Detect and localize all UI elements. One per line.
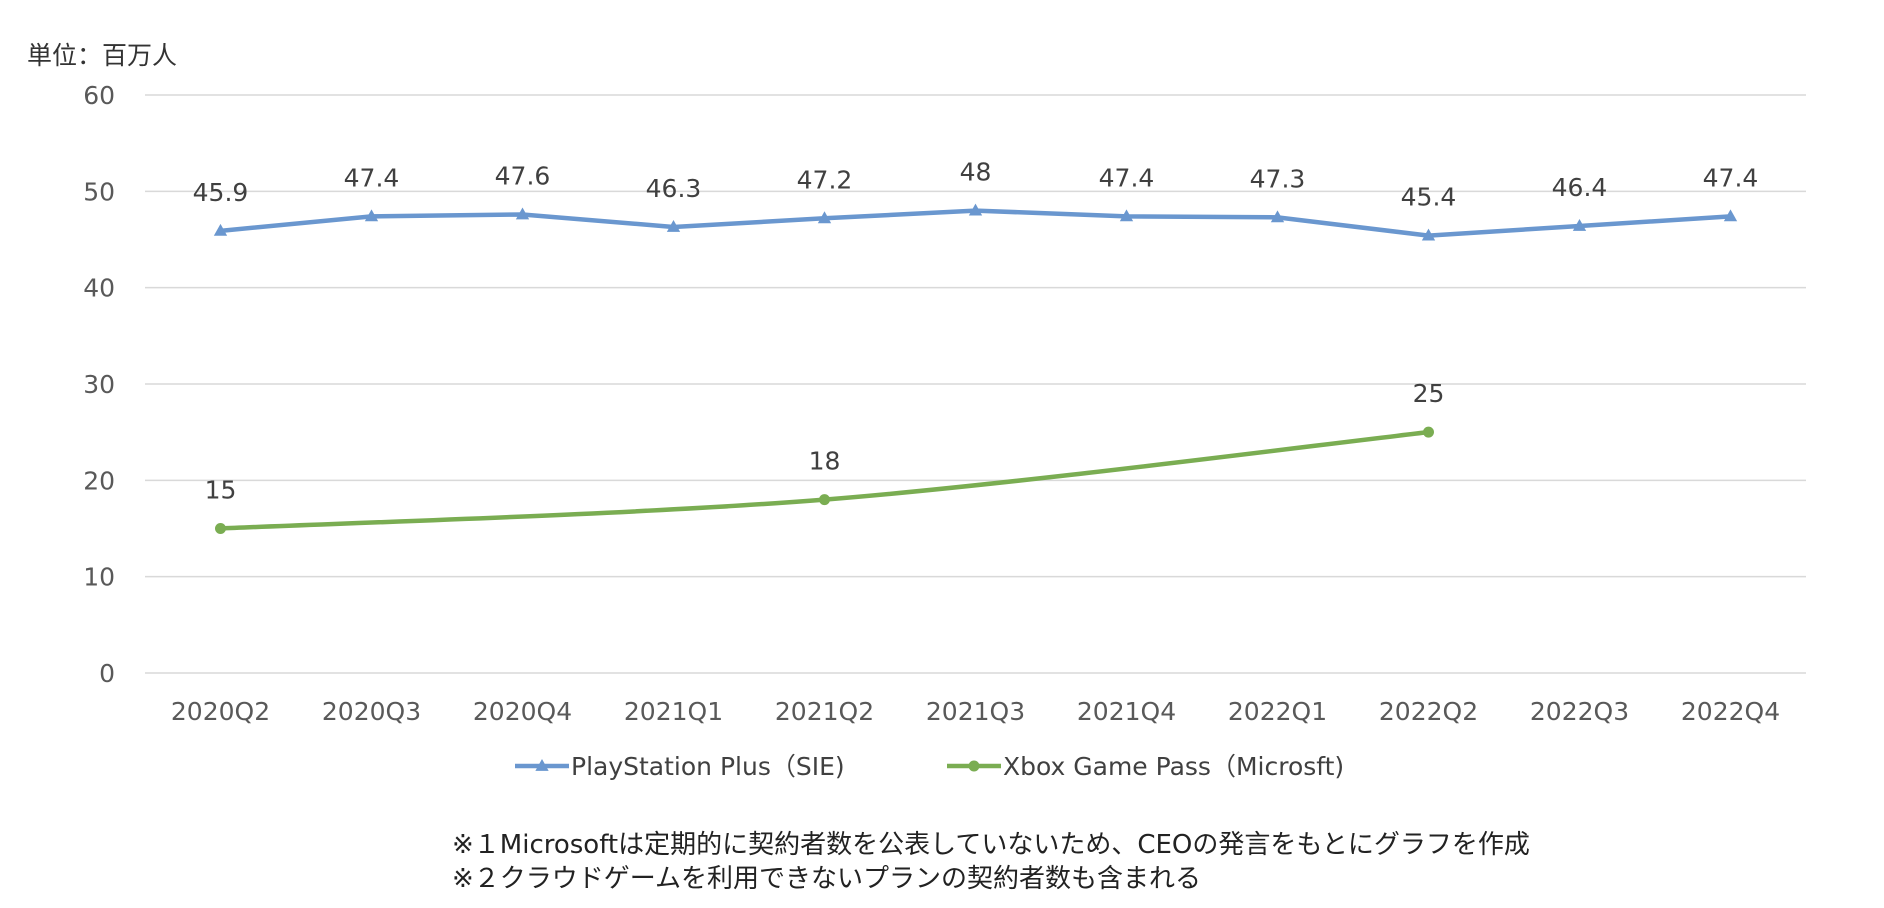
data-label-playstation-plus: 47.2 bbox=[797, 165, 853, 194]
data-point-playstation-plus bbox=[1421, 228, 1436, 241]
data-point-xbox-game-pass bbox=[1423, 426, 1434, 438]
legend-label-playstation-plus: PlayStation Plus（SIE) bbox=[571, 752, 845, 781]
data-label-playstation-plus: 45.4 bbox=[1401, 183, 1457, 212]
data-label-playstation-plus: 46.3 bbox=[646, 174, 702, 203]
data-label-playstation-plus: 47.4 bbox=[1099, 163, 1155, 192]
data-label-playstation-plus: 45.9 bbox=[193, 178, 249, 207]
data-point-playstation-plus bbox=[968, 203, 983, 216]
data-point-playstation-plus bbox=[364, 209, 379, 222]
legend-marker-xbox-game-pass bbox=[968, 760, 980, 772]
data-point-playstation-plus bbox=[817, 211, 832, 224]
y-tick-label: 20 bbox=[83, 466, 115, 495]
data-label-playstation-plus: 47.6 bbox=[495, 161, 551, 190]
x-tick-label: 2022Q2 bbox=[1379, 697, 1478, 726]
x-tick-label: 2021Q3 bbox=[926, 697, 1025, 726]
data-point-playstation-plus bbox=[1270, 210, 1285, 223]
y-tick-label: 40 bbox=[83, 274, 115, 303]
data-label-playstation-plus: 46.4 bbox=[1552, 173, 1608, 202]
data-point-xbox-game-pass bbox=[215, 523, 226, 534]
data-label-playstation-plus: 48 bbox=[960, 158, 992, 187]
data-label-playstation-plus: 47.3 bbox=[1250, 164, 1306, 193]
data-label-xbox-game-pass: 15 bbox=[205, 476, 237, 505]
data-point-playstation-plus bbox=[1572, 219, 1587, 231]
x-tick-label: 2022Q1 bbox=[1228, 697, 1327, 726]
x-tick-label: 2022Q3 bbox=[1530, 697, 1629, 726]
footnote-2: ※２クラウドゲームを利用できないプランの契約者数も含まれる bbox=[452, 864, 1202, 894]
y-tick-label: 50 bbox=[83, 177, 115, 206]
y-tick-label: 60 bbox=[83, 81, 115, 110]
y-tick-label: 10 bbox=[83, 563, 115, 592]
footnotes: ※１Microsoftは定期的に契約者数を公表していないため、CEOの発言をもと… bbox=[452, 828, 1530, 896]
x-tick-label: 2020Q2 bbox=[171, 697, 270, 726]
x-tick-label: 2021Q1 bbox=[624, 697, 723, 726]
line-chart: 0 10 20 30 40 50 60 2020Q2 2020Q3 2020Q4 2021Q1 202… bbox=[83, 81, 1806, 781]
legend-label-xbox-game-pass: Xbox Game Pass（Microsft) bbox=[1003, 752, 1344, 781]
y-tick-label: 0 bbox=[99, 659, 115, 688]
x-tick-label: 2020Q4 bbox=[473, 697, 572, 726]
data-label-playstation-plus: 47.4 bbox=[1703, 163, 1759, 192]
y-tick-label: 30 bbox=[83, 370, 115, 399]
x-tick-label: 2020Q3 bbox=[322, 697, 421, 726]
footnote-1: ※１Microsoftは定期的に契約者数を公表していないため、CEOの発言をもと… bbox=[452, 830, 1530, 860]
legend-marker-playstation-plus bbox=[535, 759, 549, 771]
data-label-xbox-game-pass: 25 bbox=[1413, 379, 1445, 408]
data-point-playstation-plus bbox=[1119, 209, 1134, 222]
x-tick-label: 2021Q4 bbox=[1077, 697, 1176, 726]
x-tick-label: 2021Q2 bbox=[775, 697, 874, 726]
x-tick-label: 2022Q4 bbox=[1681, 697, 1780, 726]
unit-label: 単位：百万人 bbox=[27, 41, 178, 70]
data-point-xbox-game-pass bbox=[819, 494, 830, 506]
data-point-playstation-plus bbox=[213, 223, 228, 236]
data-point-playstation-plus bbox=[1723, 209, 1738, 222]
data-point-playstation-plus bbox=[666, 219, 681, 232]
data-point-playstation-plus bbox=[515, 207, 530, 220]
data-label-xbox-game-pass: 18 bbox=[809, 447, 841, 476]
data-label-playstation-plus: 47.4 bbox=[344, 163, 400, 192]
